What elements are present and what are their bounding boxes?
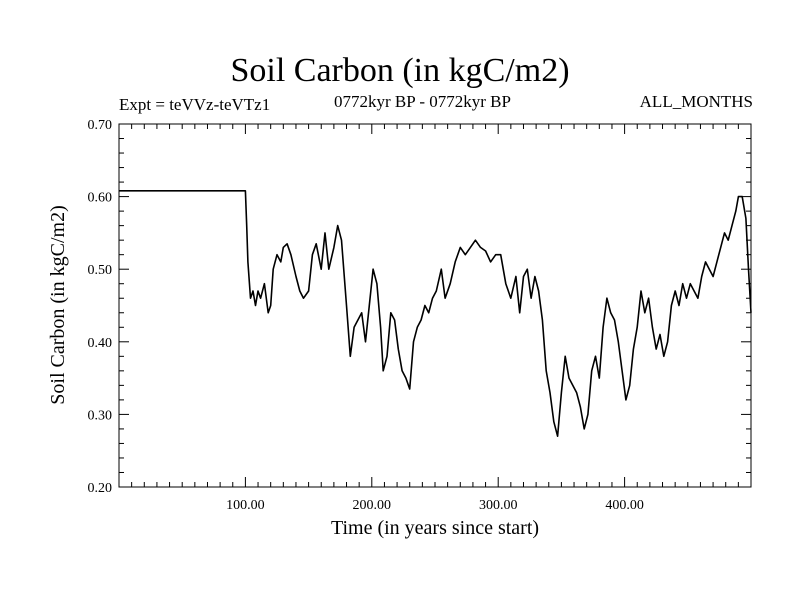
x-tick-label: 300.00: [479, 498, 518, 513]
series-group: [119, 190, 752, 438]
x-axis-ticks: 100.00 200.00 300.00 400.00: [131, 124, 739, 513]
period-label: 0772kyr BP - 0772kyr BP: [334, 92, 511, 111]
chart-title: Soil Carbon (in kgC/m2): [230, 52, 570, 89]
experiment-label: Expt = teVVz-teVTz1: [119, 95, 271, 114]
months-label: ALL_MONTHS: [639, 92, 753, 111]
x-tick-label: 200.00: [353, 498, 392, 513]
y-tick-label: 0.60: [88, 191, 113, 206]
y-tick-label: 0.70: [88, 118, 113, 133]
y-tick-label: 0.40: [88, 336, 113, 351]
y-tick-label: 0.20: [88, 481, 113, 496]
y-axis-ticks: 0.20 0.30 0.40 0.50 0.60 0.70: [88, 118, 751, 496]
y-tick-label: 0.50: [88, 263, 113, 278]
soil-carbon-line: [119, 190, 752, 438]
x-axis-title: Time (in years since start): [331, 517, 539, 539]
x-tick-label: 100.00: [226, 498, 265, 513]
x-tick-label: 400.00: [605, 498, 644, 513]
y-tick-label: 0.30: [88, 408, 113, 423]
plot-frame: [118, 123, 752, 488]
y-axis-title: Soil Carbon (in kgC/m2): [47, 205, 69, 404]
